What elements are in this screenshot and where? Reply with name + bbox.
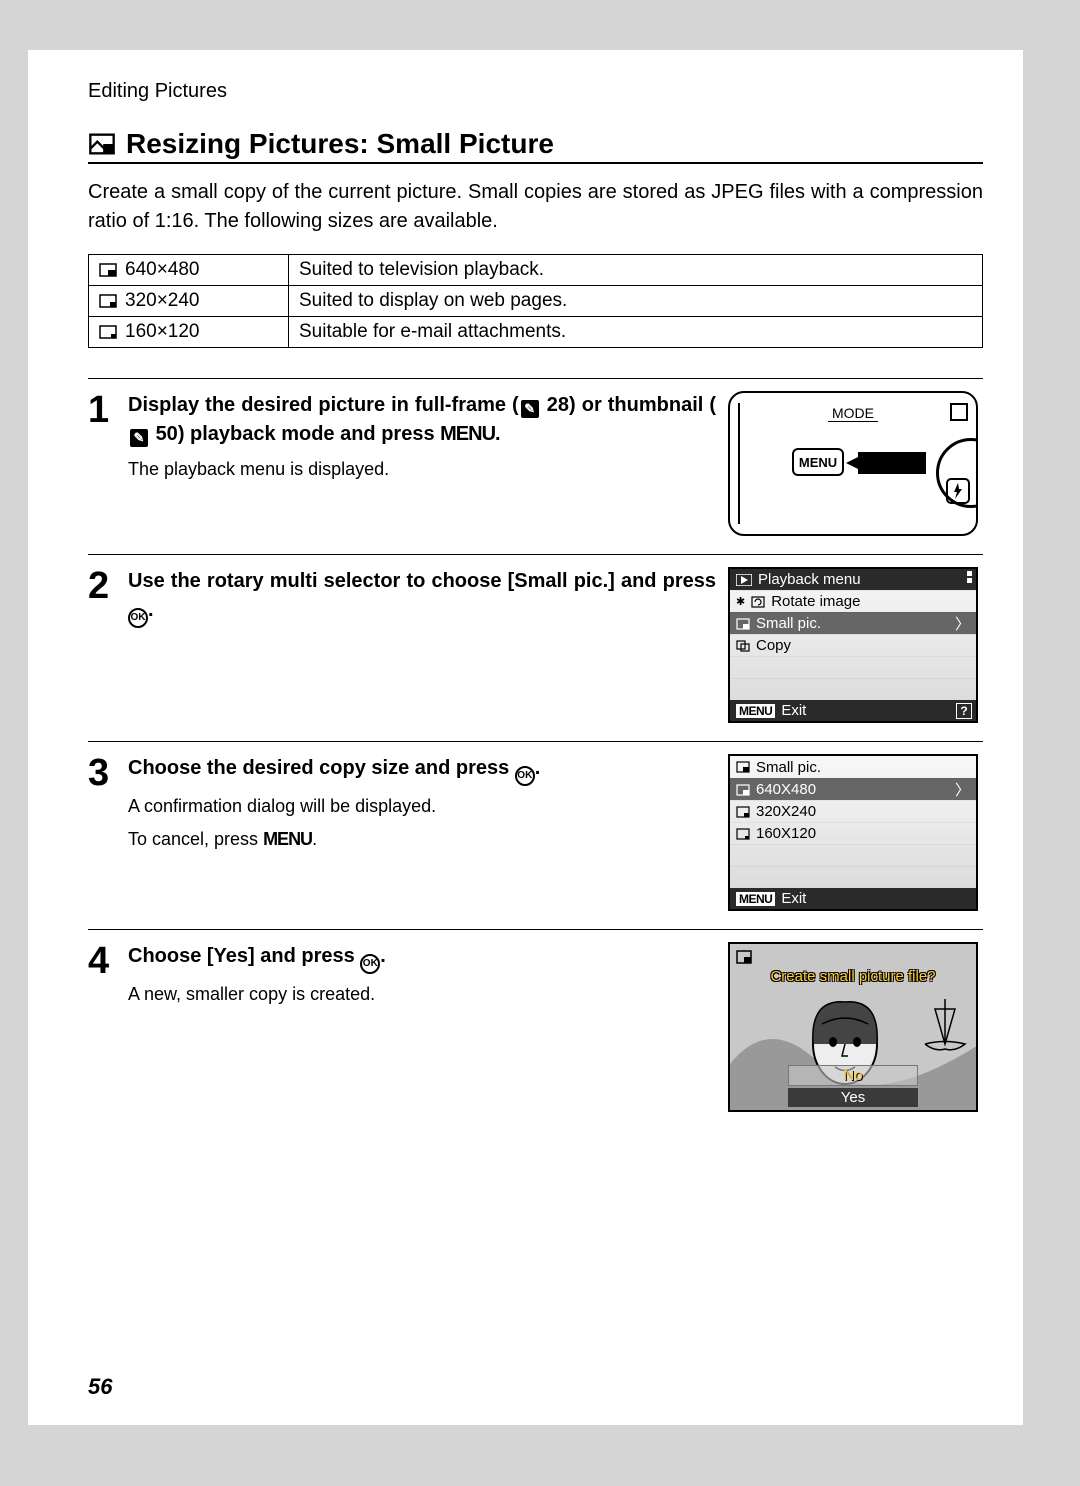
menu-badge: MENU xyxy=(736,892,775,906)
step-3-sub1: A confirmation dialog will be displayed. xyxy=(128,794,716,819)
menu-item-label: Copy xyxy=(756,637,791,654)
step-3-sub2: To cancel, press MENU. xyxy=(128,827,716,852)
size-option-label: 160X120 xyxy=(756,825,816,842)
size-label: 160×120 xyxy=(125,321,200,343)
size-icon-640 xyxy=(99,263,117,277)
section-title: Resizing Pictures: Small Picture xyxy=(126,128,554,160)
breadcrumb: Editing Pictures xyxy=(88,80,983,103)
step-1-main: Display the desired picture in full-fram… xyxy=(128,391,716,449)
small-pic-icon xyxy=(736,950,752,964)
menu-button[interactable]: MENU xyxy=(792,448,844,476)
step-1-sub: The playback menu is displayed. xyxy=(128,457,716,482)
step-3: 3 Choose the desired copy size and press… xyxy=(88,741,983,911)
size-icon xyxy=(736,784,750,796)
size-option-160[interactable]: 160X120 xyxy=(730,822,976,844)
manual-page: Editing Pictures Resizing Pictures: Smal… xyxy=(28,50,1023,1425)
menu-button-label: MENU xyxy=(440,423,495,445)
confirm-no-button[interactable]: No xyxy=(788,1065,918,1086)
size-table: 640×480 Suited to television playback. 3… xyxy=(88,254,983,348)
confirm-question: Create small picture file? xyxy=(730,968,976,985)
small-pic-icon xyxy=(736,618,750,630)
indicator-square xyxy=(950,403,968,421)
lcd-title-bar: Playback menu xyxy=(730,569,976,590)
menu-badge: MENU xyxy=(736,704,775,718)
intro-paragraph: Create a small copy of the current pictu… xyxy=(88,178,983,236)
help-icon[interactable]: ? xyxy=(956,703,972,719)
small-pic-icon xyxy=(736,761,750,773)
menu-item-label: Small pic. xyxy=(756,615,821,632)
size-label: 640×480 xyxy=(125,259,200,281)
page-ref-icon: ✎ xyxy=(130,429,148,447)
lcd-title-text: Playback menu xyxy=(758,571,861,588)
table-row: 320×240 Suited to display on web pages. xyxy=(89,286,983,317)
table-row: 640×480 Suited to television playback. xyxy=(89,255,983,286)
size-option-320[interactable]: 320X240 xyxy=(730,800,976,822)
size-option-label: 320X240 xyxy=(756,803,816,820)
menu-button-label: MENU xyxy=(263,829,312,849)
ok-button-icon: OK xyxy=(128,608,148,628)
exit-label[interactable]: Exit xyxy=(781,702,806,719)
camera-back-figure: MODE MENU xyxy=(728,391,978,536)
step-4-sub: A new, smaller copy is created. xyxy=(128,982,716,1007)
menu-item-small-pic[interactable]: Small pic. 〉 xyxy=(730,612,976,634)
step-number: 1 xyxy=(88,391,128,536)
menu-item-copy[interactable]: Copy xyxy=(730,634,976,656)
size-option-640[interactable]: 640X480 〉 xyxy=(730,778,976,800)
size-icon xyxy=(736,828,750,840)
step-number: 3 xyxy=(88,754,128,911)
lcd-title-row: Small pic. xyxy=(730,756,976,778)
mode-button[interactable]: MODE xyxy=(828,405,878,422)
size-desc: Suitable for e-mail attachments. xyxy=(289,317,983,348)
confirm-dialog-screen: Create small picture file? No Yes xyxy=(728,942,978,1112)
page-ref-icon: ✎ xyxy=(521,400,539,418)
size-icon-160 xyxy=(99,325,117,339)
confirm-yes-button[interactable]: Yes xyxy=(788,1088,918,1107)
step-number: 4 xyxy=(88,942,128,1112)
chevron-right-icon: 〉 xyxy=(955,613,970,634)
flash-button[interactable] xyxy=(946,478,970,504)
size-label: 320×240 xyxy=(125,290,200,312)
exit-label[interactable]: Exit xyxy=(781,890,806,907)
rotate-icon xyxy=(751,596,765,608)
lcd-title-text: Small pic. xyxy=(756,759,821,776)
step-2-main: Use the rotary multi selector to choose … xyxy=(128,567,716,628)
size-desc: Suited to display on web pages. xyxy=(289,286,983,317)
menu-item-rotate[interactable]: ✱ Rotate image xyxy=(730,590,976,612)
step-4: 4 Choose [Yes] and press OK. A new, smal… xyxy=(88,929,983,1112)
arrow-to-menu xyxy=(846,448,926,478)
step-2: 2 Use the rotary multi selector to choos… xyxy=(88,554,983,723)
section-title-row: Resizing Pictures: Small Picture xyxy=(88,128,983,164)
small-pic-icon xyxy=(88,130,116,158)
chevron-right-icon: 〉 xyxy=(955,779,970,800)
step-1: 1 Display the desired picture in full-fr… xyxy=(88,378,983,536)
size-desc: Suited to television playback. xyxy=(289,255,983,286)
page-number: 56 xyxy=(88,1374,112,1400)
step-4-main: Choose [Yes] and press OK. xyxy=(128,942,716,974)
playback-menu-screen: Playback menu ✱ Rotate image Small pic. … xyxy=(728,567,978,723)
table-row: 160×120 Suitable for e-mail attachments. xyxy=(89,317,983,348)
ok-button-icon: OK xyxy=(360,954,380,974)
menu-item-label: Rotate image xyxy=(771,593,860,610)
step-3-main: Choose the desired copy size and press O… xyxy=(128,754,716,786)
playback-icon xyxy=(736,574,752,586)
small-pic-menu-screen: Small pic. 640X480 〉 320X240 160X120 xyxy=(728,754,978,911)
size-option-label: 640X480 xyxy=(756,781,816,798)
step-number: 2 xyxy=(88,567,128,723)
ok-button-icon: OK xyxy=(515,766,535,786)
lcd-footer: MENU Exit xyxy=(730,888,976,909)
lcd-footer: MENU Exit ? xyxy=(730,700,976,721)
copy-icon xyxy=(736,640,750,652)
size-icon xyxy=(736,806,750,818)
size-icon-320 xyxy=(99,294,117,308)
